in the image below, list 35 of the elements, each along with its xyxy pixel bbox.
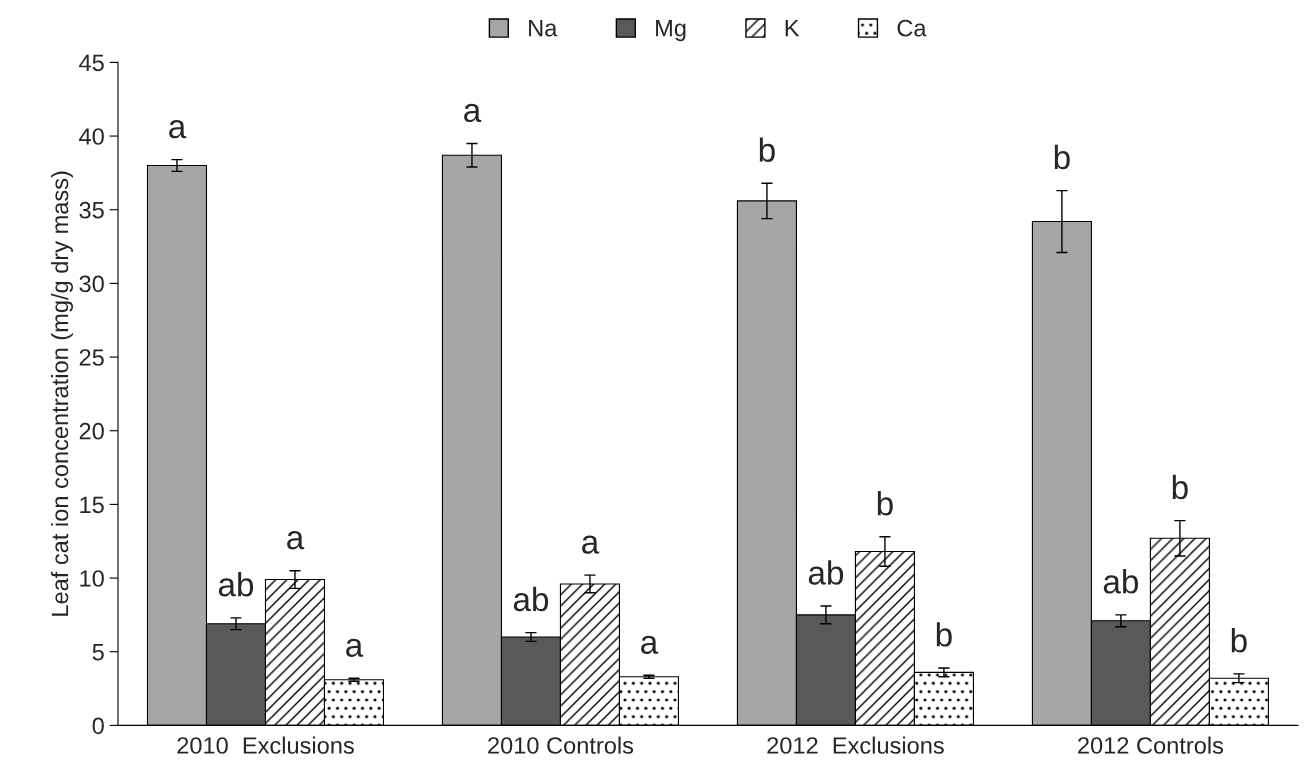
legend-label: K (785, 20, 800, 37)
y-axis-title: Leaf cat ion concentration (mg/g dry mass) (50, 171, 73, 616)
data-label: b (759, 137, 775, 162)
y-tick-label: 30 (79, 275, 104, 293)
y-tick-label: 0 (92, 717, 104, 735)
data-label: b (877, 491, 893, 516)
data-label: b (1054, 144, 1070, 170)
legend-label: Ca (897, 19, 927, 37)
y-tick-label: 15 (80, 496, 104, 514)
x-tick-label: 2012 Exclusions (767, 736, 944, 754)
y-tick-label: 40 (79, 128, 104, 145)
x-tick-label: 2010 Controls (488, 736, 634, 754)
data-label: a (287, 531, 305, 550)
data-label: a (169, 120, 187, 139)
y-tick-label: 35 (79, 201, 104, 219)
legend-label: Mg (656, 20, 686, 42)
y-tick-label: 20 (79, 422, 104, 440)
data-label: a (641, 635, 659, 654)
data-label: ab (218, 572, 254, 597)
data-label: a (346, 638, 364, 657)
data-label: ab (1103, 569, 1139, 594)
data-label: ab (808, 560, 844, 585)
x-tick-label: 2010 Exclusions (177, 736, 354, 754)
y-tick-label: 10 (80, 570, 104, 587)
data-label: ab (513, 586, 549, 612)
y-tick-label: 45 (79, 54, 104, 72)
y-tick-label: 25 (79, 349, 104, 366)
y-tick-label: 5 (92, 644, 104, 661)
data-label: b (1231, 628, 1247, 653)
data-label: a (582, 535, 600, 554)
legend-label: Na (529, 20, 558, 37)
data-label: b (936, 622, 952, 647)
x-tick-label: 2012 Controls (1078, 736, 1224, 754)
data-label: a (464, 103, 482, 123)
data-label: b (1172, 474, 1188, 500)
